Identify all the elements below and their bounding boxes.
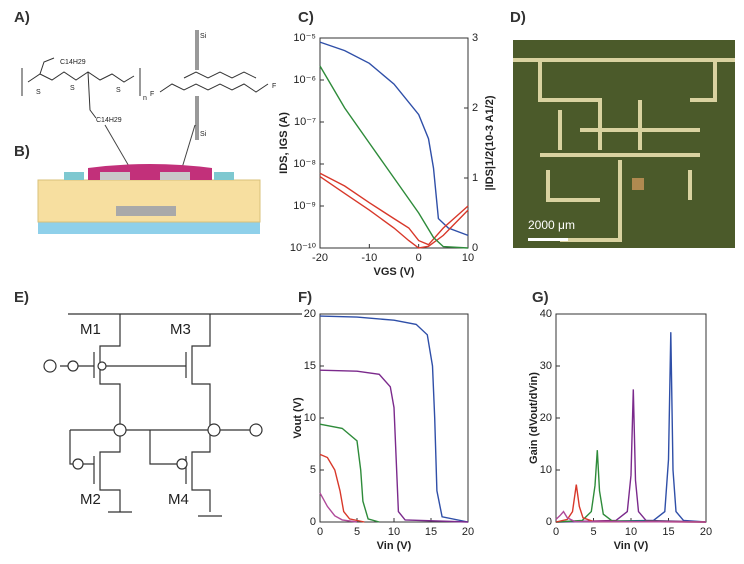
transistor-label: M2 — [80, 491, 101, 508]
device-stack — [37, 124, 261, 234]
panel-label: G) — [532, 289, 549, 306]
y-tick-label: 10⁻⁹ — [293, 200, 316, 212]
x-tick-label: -10 — [361, 252, 377, 264]
y-tick-label: 15 — [304, 360, 316, 372]
chem-label: S — [36, 89, 41, 96]
panel-label: D) — [510, 9, 526, 26]
chem-label: C14H29 — [96, 117, 122, 124]
y-tick-label: 10⁻⁸ — [293, 158, 316, 170]
y-axis-label: Vout (V) — [292, 397, 304, 439]
x-tick-label: 5 — [590, 526, 596, 538]
transistor-label: M4 — [168, 491, 189, 508]
x-tick-label: 10 — [388, 526, 400, 538]
y-tick-label: 20 — [540, 412, 552, 424]
series-line — [319, 492, 358, 523]
y2-tick-label: 3 — [472, 32, 478, 44]
chem-label: n — [143, 95, 147, 102]
series-line — [555, 389, 707, 523]
series-line — [319, 453, 365, 523]
y-tick-label: 0 — [546, 516, 552, 528]
series-line — [319, 315, 469, 523]
x-axis-label: VGS (V) — [374, 266, 415, 278]
y-tick-label: 10⁻⁶ — [293, 74, 316, 86]
y2-tick-label: 0 — [472, 242, 478, 254]
series-line — [555, 510, 707, 523]
series-line — [555, 450, 707, 523]
x-axis-label: Vin (V) — [377, 540, 412, 552]
x-tick-label: 15 — [662, 526, 674, 538]
plot-frame — [319, 37, 469, 249]
series-line — [319, 176, 469, 249]
scale-bar-label: 2000 μm — [528, 218, 575, 232]
chem-label: C14H29 — [60, 59, 86, 66]
series-line — [319, 65, 469, 249]
molecules — [21, 30, 269, 140]
x-tick-label: 0 — [416, 252, 422, 264]
y-tick-label: 40 — [540, 308, 552, 320]
panel-label: F) — [298, 289, 312, 306]
y-tick-label: 10⁻⁷ — [294, 116, 316, 128]
y-tick-label: 10 — [540, 464, 552, 476]
y2-tick-label: 2 — [472, 102, 478, 114]
series-line — [319, 41, 469, 237]
x-tick-label: 0 — [553, 526, 559, 538]
chem-label: Si — [200, 33, 207, 40]
x-tick-label: 0 — [317, 526, 323, 538]
y-tick-label: 10⁻⁵ — [293, 32, 316, 44]
y2-tick-label: 1 — [472, 172, 478, 184]
x-axis-label: Vin (V) — [614, 540, 649, 552]
transistor-label: M1 — [80, 321, 101, 338]
y-tick-label: 0 — [310, 516, 316, 528]
x-tick-label: 10 — [625, 526, 637, 538]
y-tick-label: 10 — [304, 412, 316, 424]
chem-label: Si — [200, 131, 207, 138]
x-tick-label: -20 — [312, 252, 328, 264]
x-tick-label: 5 — [354, 526, 360, 538]
x-tick-label: 20 — [700, 526, 712, 538]
chem-label: S — [116, 87, 121, 94]
series-line — [555, 332, 707, 523]
x-tick-label: 15 — [425, 526, 437, 538]
y-tick-label: 30 — [540, 360, 552, 372]
series-line — [319, 172, 469, 246]
x-tick-label: 20 — [462, 526, 474, 538]
plot-frame — [555, 313, 707, 523]
y2-axis-label: |IDS|1/2(10-3 A1/2) — [484, 95, 496, 190]
chem-label: F — [272, 83, 276, 90]
series-line — [319, 423, 380, 523]
micrograph — [513, 40, 735, 248]
y-tick-label: 20 — [304, 308, 316, 320]
panel-label: B) — [14, 143, 30, 160]
x-tick-label: 10 — [462, 252, 474, 264]
panel-label: A) — [14, 9, 30, 26]
chem-label: F — [150, 91, 154, 98]
chem-label: S — [70, 85, 75, 92]
panel-label: C) — [298, 9, 314, 26]
circuit — [43, 313, 302, 517]
panel-label: E) — [14, 289, 29, 306]
series-line — [555, 484, 707, 523]
transistor-label: M3 — [170, 321, 191, 338]
series-line — [319, 369, 469, 523]
y-axis-label: Gain (dVout/dVin) — [528, 372, 540, 464]
y-tick-label: 5 — [310, 464, 316, 476]
y-axis-label: IDS, IGS (A) — [278, 112, 290, 174]
y-tick-label: 10⁻¹⁰ — [290, 242, 317, 254]
